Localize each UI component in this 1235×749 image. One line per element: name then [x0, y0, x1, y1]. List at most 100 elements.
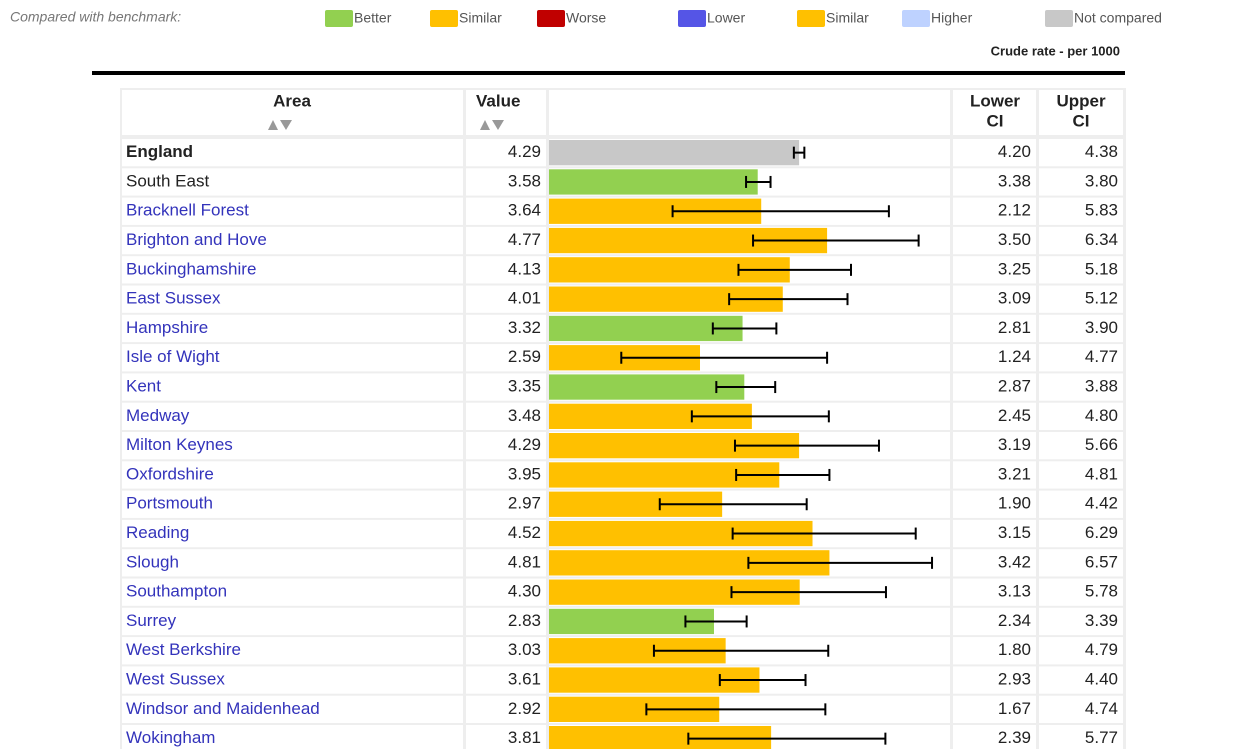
sort-asc[interactable] [480, 120, 490, 130]
error-bar [728, 293, 849, 306]
cell [953, 490, 1036, 518]
area-name[interactable]: Surrey [126, 611, 177, 630]
header-cell [1039, 90, 1123, 135]
cell [466, 226, 546, 255]
area-name[interactable]: Slough [126, 552, 179, 571]
cell [953, 314, 1036, 343]
cell [953, 197, 1036, 225]
lower-ci: 3.38 [998, 171, 1031, 190]
area-name[interactable]: Oxfordshire [126, 464, 214, 483]
area-name[interactable]: Reading [126, 523, 189, 542]
cell [1039, 432, 1123, 460]
upper-ci: 5.66 [1085, 435, 1118, 454]
area-name[interactable]: Wokingham [126, 728, 215, 747]
cell [122, 168, 463, 196]
cell [122, 666, 463, 694]
lower-ci: 2.39 [998, 728, 1031, 747]
cell [953, 666, 1036, 694]
header-cell [549, 90, 950, 135]
upper-ci: 5.18 [1085, 259, 1118, 278]
legend-text: Higher [931, 10, 973, 26]
area-name[interactable]: Portsmouth [126, 494, 213, 513]
bar [549, 315, 743, 342]
error-bar [752, 234, 920, 247]
lower-ci: 2.87 [998, 377, 1031, 396]
sort-desc[interactable] [280, 120, 292, 130]
legend-swatch [797, 10, 825, 27]
legend-swatch [537, 10, 565, 27]
cell [122, 197, 463, 225]
value: 4.30 [508, 582, 541, 601]
error-bar [735, 468, 831, 481]
area-name[interactable]: Medway [126, 406, 190, 425]
lower-ci: 2.12 [998, 201, 1031, 220]
cell [1039, 197, 1123, 225]
lower-ci: 2.34 [998, 611, 1031, 630]
upper-ci: 4.38 [1085, 142, 1118, 161]
bar [549, 374, 745, 400]
cell [466, 139, 546, 167]
legend-text: Not compared [1074, 10, 1162, 26]
lower-ci: 2.45 [998, 406, 1031, 425]
cell [122, 139, 463, 167]
error-bar [792, 146, 806, 159]
error-bar [745, 175, 772, 188]
cell [953, 519, 1036, 548]
area-name[interactable]: West Berkshire [126, 640, 241, 659]
legend-text: Lower [707, 10, 745, 26]
legend-swatch [1045, 10, 1073, 27]
sort-asc[interactable] [268, 120, 278, 130]
area-name[interactable]: Buckinghamshire [126, 259, 256, 278]
cell [953, 344, 1036, 372]
cell [953, 607, 1036, 636]
area-name[interactable]: Bracknell Forest [126, 201, 249, 220]
bar [549, 140, 800, 166]
cell [953, 695, 1036, 723]
area-name[interactable]: East Sussex [126, 289, 221, 308]
area-name[interactable]: Milton Keynes [126, 435, 233, 454]
value: 3.58 [508, 171, 541, 190]
cell [953, 725, 1036, 749]
area-name[interactable]: Windsor and Maidenhead [126, 699, 320, 718]
legend-swatch [678, 10, 706, 27]
cell [466, 314, 546, 343]
lower-ci: 2.81 [998, 318, 1031, 337]
cell [953, 373, 1036, 401]
header-cell [953, 90, 1036, 135]
cell [953, 402, 1036, 430]
value: 3.32 [508, 318, 541, 337]
cell [122, 519, 463, 548]
error-bar [715, 381, 777, 394]
lower-ci: 3.13 [998, 582, 1031, 601]
value: 2.97 [508, 494, 541, 513]
cell [1039, 549, 1123, 577]
cell [466, 256, 546, 284]
upper-ci: 6.29 [1085, 523, 1118, 542]
sort-desc[interactable] [492, 120, 504, 130]
error-bar [658, 498, 808, 511]
bar [549, 169, 758, 195]
legend-text: Similar [459, 10, 502, 26]
column-header: CI [1073, 111, 1090, 130]
legend-label: Compared with benchmark: [10, 9, 181, 25]
upper-ci: 3.90 [1085, 318, 1118, 337]
area-name[interactable]: Hampshire [126, 318, 208, 337]
header-cell [466, 90, 546, 135]
cell [122, 725, 463, 749]
cell [1039, 314, 1123, 343]
area-name[interactable]: Kent [126, 377, 161, 396]
area-name: England [126, 142, 193, 161]
area-name[interactable]: West Sussex [126, 670, 225, 689]
value: 3.35 [508, 377, 541, 396]
area-name[interactable]: Brighton and Hove [126, 230, 267, 249]
area-name[interactable]: Isle of Wight [126, 347, 220, 366]
area-name[interactable]: Southampton [126, 582, 227, 601]
upper-ci: 5.78 [1085, 582, 1118, 601]
upper-ci: 4.40 [1085, 670, 1118, 689]
cell [1039, 256, 1123, 284]
error-bar [730, 586, 887, 599]
lower-ci: 4.20 [998, 142, 1031, 161]
upper-ci: 3.80 [1085, 171, 1118, 190]
error-bar [684, 615, 748, 628]
error-bar [671, 205, 890, 218]
